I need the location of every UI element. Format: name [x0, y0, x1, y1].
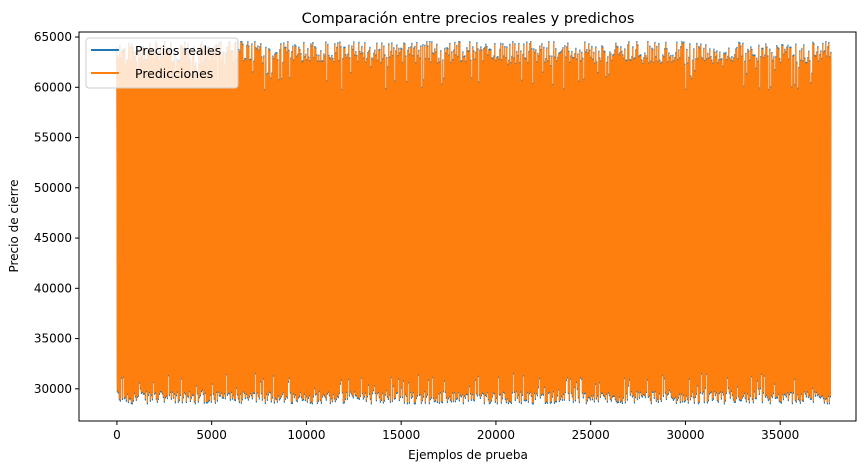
legend-label-predicciones: Predicciones — [135, 66, 213, 81]
legend: Precios reales Predicciones — [85, 37, 239, 89]
y-tick-label: 60000 — [34, 80, 72, 94]
x-tick-label: 0 — [113, 428, 121, 442]
x-axis: 0 5000 10000 15000 20000 25000 30000 35000 — [113, 421, 799, 442]
x-axis-label: Ejemplos de prueba — [408, 448, 528, 462]
x-tick-label: 5000 — [196, 428, 227, 442]
x-tick-label: 10000 — [287, 428, 325, 442]
series-line-predicciones — [116, 42, 832, 403]
y-tick-label: 30000 — [34, 382, 72, 396]
x-tick-label: 25000 — [572, 428, 610, 442]
x-tick-label: 15000 — [382, 428, 420, 442]
chart-title: Comparación entre precios reales y predi… — [302, 11, 635, 27]
y-tick-label: 35000 — [34, 332, 72, 346]
y-tick-label: 50000 — [34, 181, 72, 195]
plot-frame — [78, 31, 857, 422]
x-tick-label: 35000 — [761, 428, 799, 442]
y-tick-label: 65000 — [34, 30, 72, 44]
x-tick-label: 30000 — [666, 428, 704, 442]
legend-label-precios-reales: Precios reales — [135, 43, 221, 58]
y-axis: 30000 35000 40000 45000 50000 55000 60000 65000 — [34, 30, 79, 396]
legend-box — [85, 37, 239, 89]
plot-series — [116, 41, 832, 405]
y-axis-label: Precio de cierre — [7, 179, 21, 272]
x-tick-label: 20000 — [477, 428, 515, 442]
y-tick-label: 55000 — [34, 131, 72, 145]
y-tick-label: 40000 — [34, 281, 72, 295]
y-tick-label: 45000 — [34, 231, 72, 245]
